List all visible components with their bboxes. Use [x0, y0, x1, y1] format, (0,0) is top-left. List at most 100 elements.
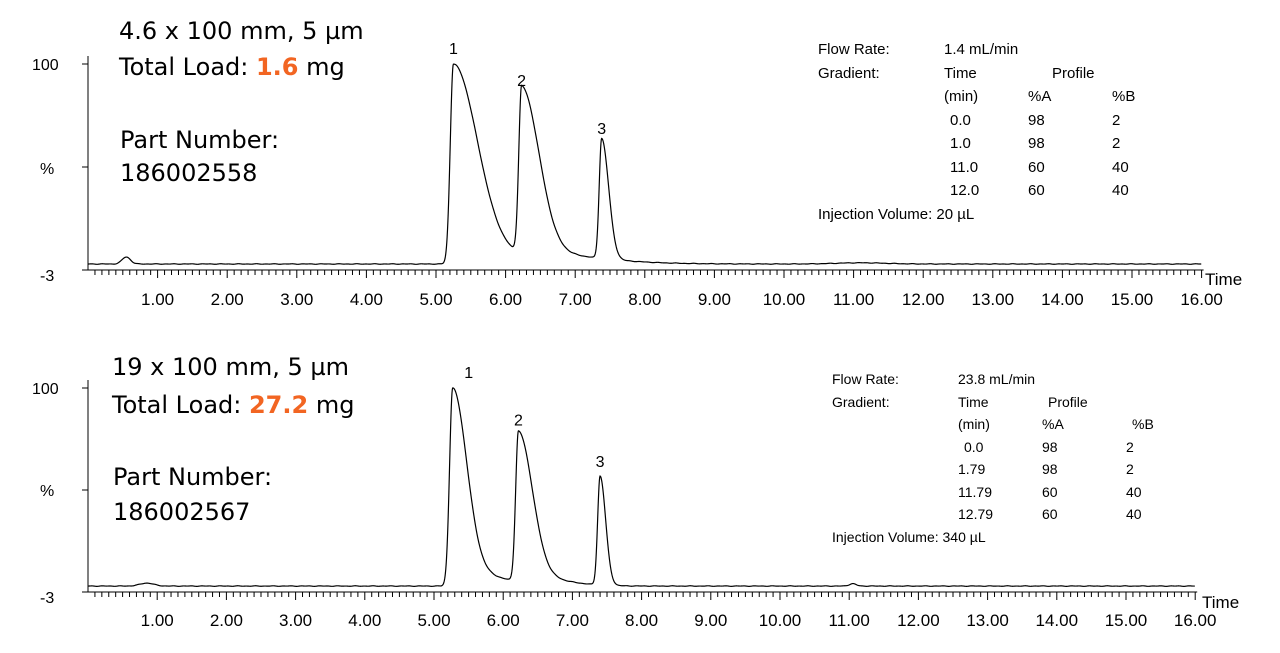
part-number-label: Part Number: [113, 463, 273, 491]
x-tick-label: 6.00 [489, 290, 522, 309]
x-tick-label: 4.00 [350, 290, 383, 309]
y-tick-label-min: -3 [40, 268, 55, 285]
peak-label: 3 [597, 121, 606, 138]
flow-rate-value: 23.8 mL/min [958, 371, 1036, 387]
x-axis-label: Time [1205, 270, 1242, 289]
gradient-a: 60 [1042, 483, 1058, 500]
x-tick-label: 13.00 [972, 290, 1015, 309]
x-tick-label: 12.00 [897, 611, 940, 630]
time-header: Time [944, 64, 977, 82]
x-tick-label: 12.00 [902, 290, 945, 309]
gradient-a: 98 [1028, 135, 1045, 152]
x-tick-label: 9.00 [694, 611, 727, 630]
gradient-a: 98 [1028, 111, 1045, 129]
x-tick-label: 2.00 [211, 290, 244, 309]
x-tick-label: 16.00 [1180, 290, 1223, 309]
gradient-b: 40 [1112, 158, 1129, 176]
gradient-row: 11.79 60 40 [832, 481, 1162, 504]
x-tick-label: 15.00 [1111, 290, 1154, 309]
x-tick-label: 3.00 [280, 290, 313, 309]
x-tick-label: 11.00 [829, 611, 870, 630]
total-load-label: Total Load: [112, 391, 249, 419]
chromatogram-panel-bottom: 1.00 2.00 3.00 4.00 5.00 6.00 7.00 8.00 9.00 10.0… [0, 326, 1280, 652]
total-load-value: 27.2 [248, 391, 309, 419]
y-tick-label-max: 100 [32, 381, 59, 398]
x-tick-label: 14.00 [1036, 611, 1079, 630]
x-tick-label: 11.00 [833, 290, 874, 309]
x-tick-label: 5.00 [419, 290, 452, 309]
part-number: 186002558 [120, 159, 258, 187]
method-conditions: Flow Rate: 23.8 mL/min Gradient: Time Profi… [832, 368, 1162, 548]
column-dimensions: 4.6 x 100 mm, 5 µm [119, 17, 364, 45]
x-tick-label: 1.00 [141, 290, 174, 309]
chromatogram-trace [88, 387, 1195, 587]
gradient-row: 1.79 98 2 [832, 458, 1162, 481]
gradient-time: 0.0 [950, 111, 971, 129]
gradient-b: 40 [1126, 483, 1142, 500]
flow-rate-label: Flow Rate: [818, 41, 890, 58]
chromatogram-plot-bottom: 1.00 2.00 3.00 4.00 5.00 6.00 7.00 8.00 9.00 10.0… [82, 365, 1239, 630]
gradient-time: 0.0 [964, 438, 984, 455]
gradient-row: 11.0 60 40 [818, 156, 1148, 180]
x-tick-label: 10.00 [759, 611, 802, 630]
peak-label: 3 [596, 454, 605, 471]
total-load-unit: mg [298, 53, 345, 81]
y-axis-label: % [40, 483, 55, 500]
chromatogram-plot-top: 1.00 2.00 3.00 4.00 5.00 6.00 7.00 8.00 9.00 10.0… [82, 41, 1242, 309]
gradient-a: 60 [1042, 506, 1058, 522]
x-tick-label: 16.00 [1174, 611, 1217, 630]
peak-label: 2 [517, 73, 526, 90]
gradient-row: 1.0 98 2 [818, 132, 1148, 156]
x-tick-label: 7.00 [559, 290, 592, 309]
gradient-row: 12.79 60 40 [832, 503, 1162, 526]
x-tick-label: 14.00 [1041, 290, 1084, 309]
a-header: %A [1028, 88, 1052, 105]
gradient-a: 98 [1042, 438, 1058, 455]
injection-volume: Injection Volume: 340 µL [832, 528, 986, 545]
gradient-b: 2 [1112, 135, 1121, 152]
chromatogram-trace [88, 63, 1202, 265]
gradient-a: 60 [1028, 158, 1045, 176]
total-load-value: 1.6 [255, 53, 299, 81]
y-tick-label-min: -3 [40, 590, 55, 607]
x-tick-label: 1.00 [141, 611, 174, 630]
gradient-time: 11.0 [950, 158, 979, 176]
x-tick-label: 15.00 [1105, 611, 1148, 630]
flow-rate-value: 1.4 mL/min [944, 41, 1019, 58]
injection-volume: Injection Volume: 20 µL [818, 205, 975, 223]
a-header: %A [1042, 416, 1064, 432]
x-tick-label: 8.00 [625, 611, 658, 630]
x-tick-label: 13.00 [966, 611, 1009, 630]
column-dimensions: 19 x 100 mm, 5 µm [112, 353, 349, 381]
gradient-a: 60 [1028, 182, 1045, 199]
total-load-unit: mg [308, 391, 355, 419]
profile-header: Profile [1048, 393, 1088, 410]
gradient-label: Gradient: [818, 64, 880, 82]
gradient-b: 40 [1112, 182, 1129, 199]
time-header: Time [958, 393, 989, 410]
x-tick-label: 9.00 [698, 290, 731, 309]
gradient-b: 2 [1112, 111, 1121, 129]
profile-header: Profile [1052, 64, 1095, 82]
x-tick-label: 2.00 [210, 611, 243, 630]
gradient-time: 11.79 [958, 483, 992, 500]
gradient-time: 1.0 [950, 135, 971, 152]
x-tick-label: 3.00 [279, 611, 312, 630]
b-header: %B [1112, 88, 1136, 105]
flow-rate-label: Flow Rate: [832, 371, 899, 387]
gradient-time: 12.79 [958, 506, 994, 522]
total-load: Total Load: 1.6 mg [119, 52, 345, 82]
peak-label: 1 [464, 365, 473, 382]
x-tick-label: 5.00 [417, 611, 450, 630]
y-tick-label-max: 100 [32, 57, 59, 74]
min-header: (min) [958, 416, 990, 432]
gradient-a: 98 [1042, 461, 1058, 477]
x-tick-label: 8.00 [628, 290, 661, 309]
total-load-label: Total Load: [119, 53, 256, 81]
peak-label: 2 [514, 413, 523, 430]
min-header: (min) [944, 88, 979, 105]
x-tick-label: 6.00 [487, 611, 520, 630]
x-axis-label: Time [1202, 593, 1239, 612]
part-number-label: Part Number: [120, 126, 280, 154]
total-load: Total Load: 27.2 mg [112, 390, 354, 420]
